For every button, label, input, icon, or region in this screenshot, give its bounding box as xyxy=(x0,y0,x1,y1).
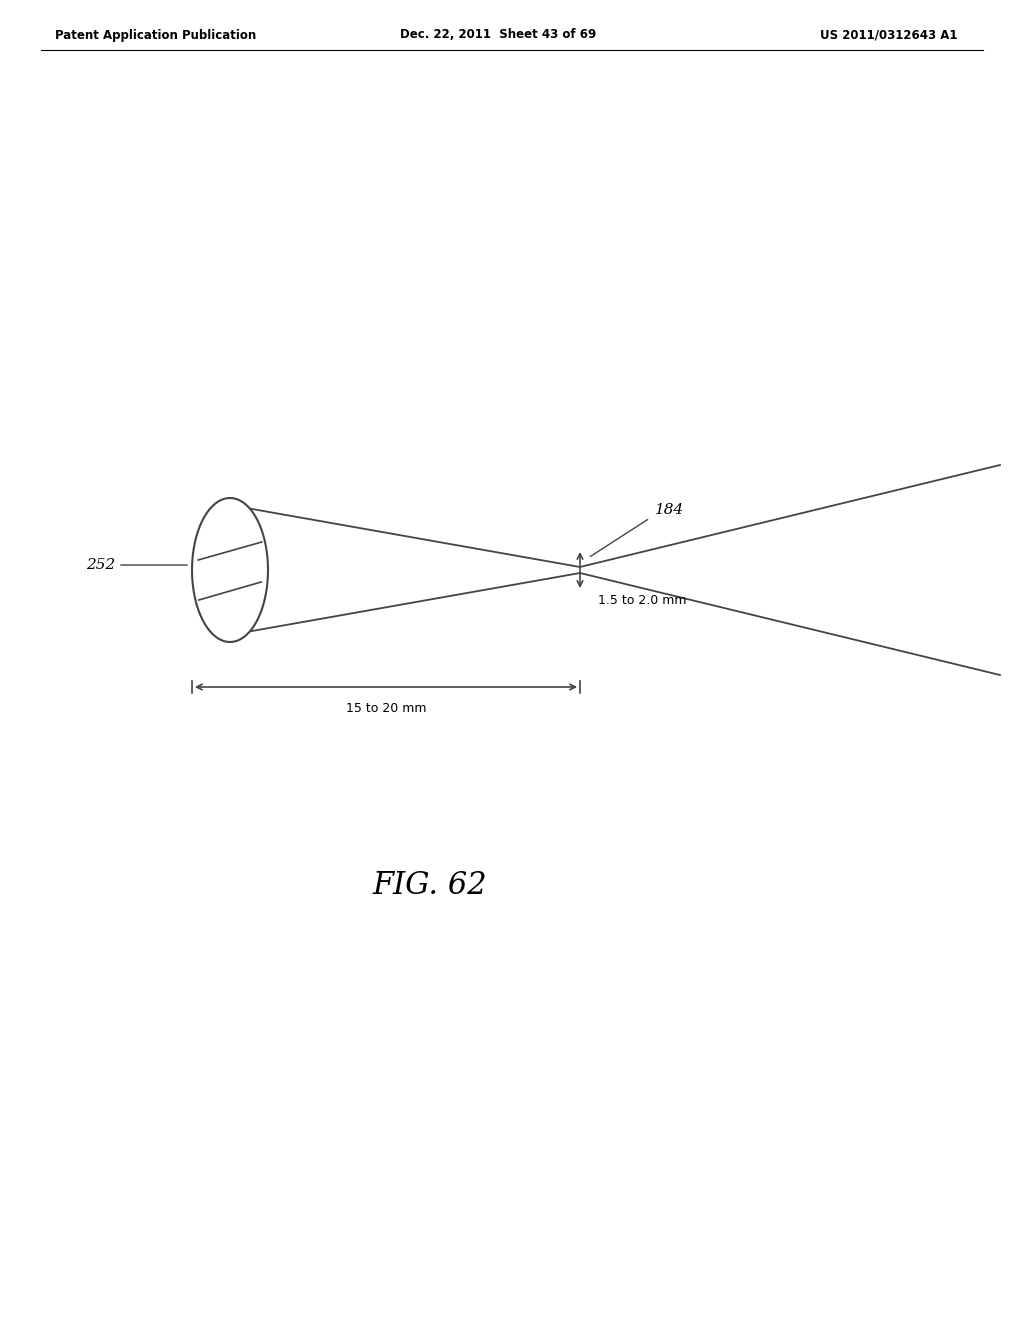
Text: 252: 252 xyxy=(86,558,115,572)
Text: 184: 184 xyxy=(655,503,684,517)
Text: Dec. 22, 2011  Sheet 43 of 69: Dec. 22, 2011 Sheet 43 of 69 xyxy=(400,29,596,41)
Text: Patent Application Publication: Patent Application Publication xyxy=(55,29,256,41)
Text: US 2011/0312643 A1: US 2011/0312643 A1 xyxy=(820,29,957,41)
Text: 15 to 20 mm: 15 to 20 mm xyxy=(346,702,426,715)
Text: FIG. 62: FIG. 62 xyxy=(373,870,487,900)
Text: 1.5 to 2.0 mm: 1.5 to 2.0 mm xyxy=(598,594,686,606)
